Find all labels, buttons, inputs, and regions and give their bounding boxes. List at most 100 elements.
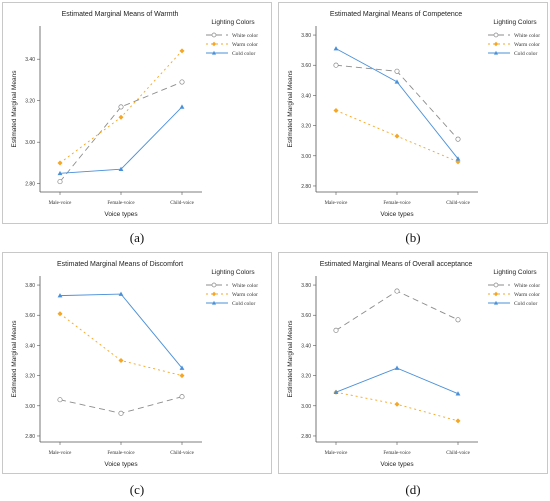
data-point [394, 79, 400, 84]
panel-label: (b) [405, 230, 420, 245]
chart-panel-1: Estimated Marginal Means of Competence 2.… [278, 2, 548, 224]
y-axis-label: Estimated Marginal Means [11, 320, 18, 398]
x-tick-label: Child-voice [170, 201, 194, 206]
data-point [57, 179, 63, 185]
legend-marker [212, 50, 216, 55]
data-point [333, 108, 339, 114]
x-tick-label: Male-voice [49, 451, 73, 456]
y-tick-label: 3.40 [25, 343, 35, 349]
chart-title: Estimated Marginal Means of Discomfort [57, 261, 183, 268]
y-tick-label: 3.00 [301, 154, 311, 160]
legend-title: Lighting Colors [493, 19, 537, 26]
y-tick-label: 2.80 [301, 184, 311, 190]
panel-frame [2, 252, 272, 474]
legend-label: White color [514, 33, 540, 39]
legend-label: Warm color [514, 292, 540, 298]
y-tick-label: 3.60 [25, 313, 35, 319]
y-tick-label: 3.20 [301, 374, 311, 380]
legend-title: Lighting Colors [211, 19, 255, 26]
y-tick-label: 3.40 [301, 343, 311, 349]
data-point [179, 79, 185, 85]
x-tick-label: Child-voice [446, 201, 470, 206]
panel-label: (d) [405, 482, 420, 497]
legend-label: Cold color [232, 51, 256, 57]
legend-marker [212, 300, 216, 305]
legend: Lighting Colors White color Warm color Cold… [206, 19, 258, 57]
series-line-1 [335, 391, 459, 422]
data-point [455, 317, 461, 323]
x-axis-label: Voice types [380, 461, 414, 468]
data-point [394, 401, 400, 407]
data-point [455, 418, 461, 424]
legend-marker [493, 282, 499, 288]
data-point [333, 62, 339, 68]
x-axis-label: Voice types [104, 211, 138, 218]
y-tick-label: 3.00 [25, 140, 35, 146]
legend-label: Cold color [514, 301, 538, 307]
data-point [179, 104, 185, 109]
x-tick-label: Male-voice [49, 201, 73, 206]
legend-label: Warm color [232, 42, 258, 48]
panel-label: (c) [130, 482, 144, 497]
data-point [57, 311, 63, 317]
legend-marker [493, 291, 499, 297]
chart-panel-3: Estimated Marginal Means of Overall acce… [278, 252, 548, 474]
x-tick-label: Female-voice [383, 451, 411, 456]
legend-label: White color [232, 33, 258, 39]
legend-title: Lighting Colors [493, 269, 537, 276]
chart-panel-0: Estimated Marginal Means of Warmth 2.80 3.… [2, 2, 272, 224]
y-tick-label: 3.20 [25, 99, 35, 105]
y-tick-label: 2.80 [25, 182, 35, 188]
x-tick-label: Female-voice [107, 201, 135, 206]
data-point [394, 288, 400, 294]
data-point [394, 365, 400, 370]
data-point [455, 391, 461, 396]
legend-marker [494, 300, 498, 305]
series-line-0 [59, 81, 183, 182]
data-point [455, 136, 461, 142]
x-tick-label: Male-voice [325, 451, 349, 456]
legend-marker [493, 32, 499, 38]
y-tick-label: 3.00 [301, 404, 311, 410]
y-tick-label: 3.80 [301, 283, 311, 289]
data-point [118, 358, 124, 364]
x-axis-label: Voice types [380, 211, 414, 218]
legend-label: White color [514, 283, 540, 289]
x-tick-label: Female-voice [107, 451, 135, 456]
x-tick-label: Male-voice [325, 201, 349, 206]
y-tick-label: 3.20 [25, 374, 35, 380]
y-axis-label: Estimated Marginal Means [287, 70, 294, 148]
x-tick-label: Child-voice [170, 451, 194, 456]
data-point [57, 160, 63, 166]
y-tick-label: 3.40 [25, 57, 35, 63]
data-point [118, 104, 124, 110]
data-point [57, 170, 63, 176]
chart-panel-2: Estimated Marginal Means of Discomfort 2.… [2, 252, 272, 474]
panel-label: (a) [130, 230, 144, 245]
chart-title: Estimated Marginal Means of Overall acce… [320, 261, 473, 268]
data-point [333, 389, 339, 394]
legend-title: Lighting Colors [211, 269, 255, 276]
data-point [179, 373, 185, 379]
y-tick-label: 2.80 [301, 434, 311, 440]
data-point [455, 156, 461, 161]
data-point [333, 46, 339, 51]
y-tick-label: 3.20 [301, 124, 311, 130]
data-point [57, 293, 63, 298]
data-point [118, 410, 124, 416]
data-point [394, 68, 400, 74]
legend-label: White color [232, 283, 258, 289]
legend-label: Cold color [514, 51, 538, 57]
data-point [118, 291, 124, 296]
legend-marker [493, 41, 499, 47]
data-point [333, 327, 339, 333]
y-tick-label: 3.00 [25, 404, 35, 410]
data-point [179, 394, 185, 400]
chart-title: Estimated Marginal Means of Warmth [62, 11, 179, 18]
y-tick-label: 3.60 [301, 63, 311, 69]
x-tick-label: Child-voice [446, 451, 470, 456]
x-tick-label: Female-voice [383, 201, 411, 206]
y-tick-label: 2.80 [25, 434, 35, 440]
y-tick-label: 3.60 [301, 313, 311, 319]
